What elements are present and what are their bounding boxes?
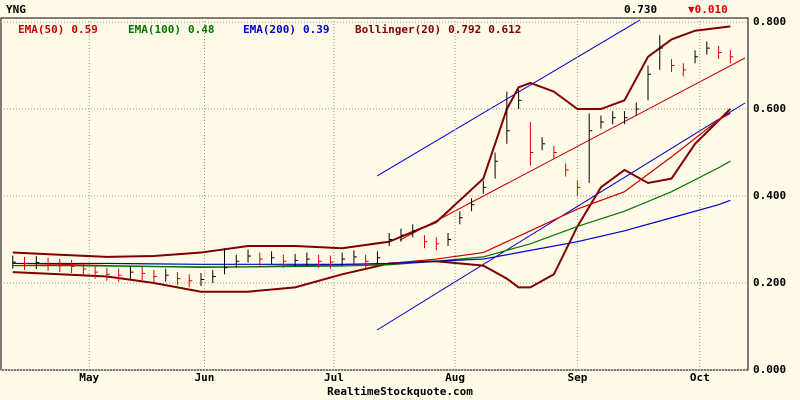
x-tick-label: May — [79, 371, 99, 384]
legend-value: 0.612 — [488, 23, 521, 36]
legend-label: EMA(100) — [128, 23, 181, 36]
footer: RealtimeStockquote.com — [327, 385, 473, 398]
x-tick-label: Aug — [445, 371, 465, 384]
x-tick-label: Jun — [195, 371, 215, 384]
legend-label: Bollinger(20) — [355, 23, 441, 36]
last-price: 0.730 — [624, 3, 657, 16]
ema-line — [12, 160, 731, 268]
channel-line — [376, 19, 641, 177]
legend-value: 0.48 — [188, 23, 215, 36]
price-change: ▼0.010 — [688, 3, 728, 16]
x-tick-label: Sep — [567, 371, 587, 384]
y-tick-label: 0.600 — [753, 102, 786, 115]
legend-value: 0.792 — [448, 23, 481, 36]
bollinger-upper — [12, 25, 731, 258]
bollinger-lower — [12, 108, 732, 293]
chart-title: YNG — [6, 3, 26, 16]
legend-label: EMA(50) — [18, 23, 64, 36]
legend-value: 0.39 — [303, 23, 330, 36]
x-tick-label: Jul — [324, 371, 344, 384]
y-tick-label: 0.000 — [753, 363, 786, 376]
y-tick-label: 0.400 — [753, 189, 786, 202]
ema-line — [12, 199, 731, 265]
legend-value: 0.59 — [71, 23, 98, 36]
legend-label: EMA(200) — [243, 23, 296, 36]
x-tick-label: Oct — [690, 371, 710, 384]
y-tick-label: 0.200 — [753, 276, 786, 289]
trend-line — [399, 57, 746, 241]
y-tick-label: 0.800 — [753, 15, 786, 28]
plot-area — [0, 17, 749, 371]
